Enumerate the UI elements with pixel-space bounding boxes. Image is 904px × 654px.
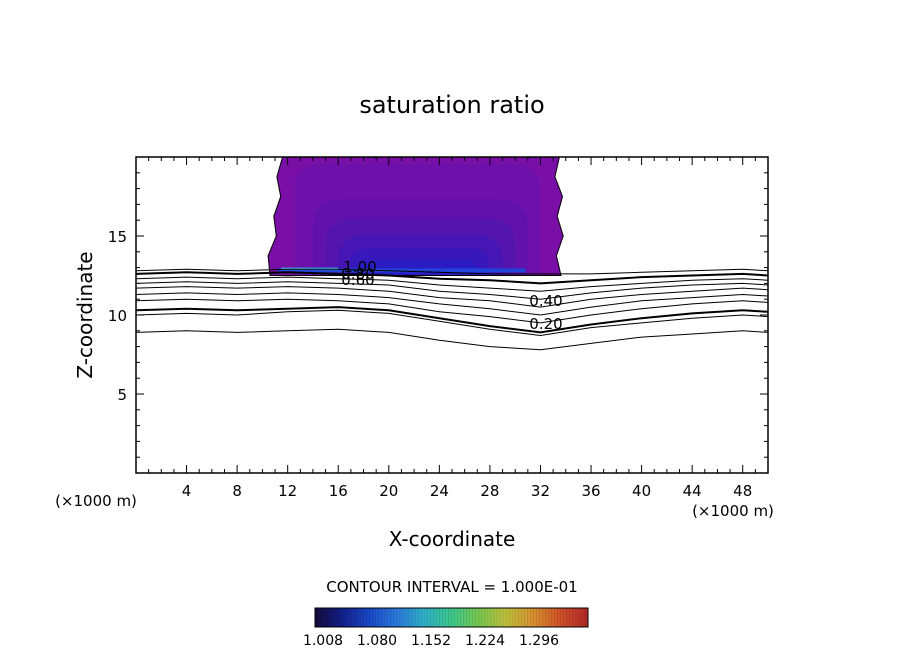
x-tick-label: 40: [632, 482, 651, 500]
y-tick-label: 5: [117, 386, 127, 404]
contour-label-1.00: 1.00: [343, 258, 376, 276]
contour-labels: 1.00 0.80 0.60 0.40 0.20: [341, 258, 562, 333]
y-axis-ticks: 5 10 15: [108, 172, 768, 458]
x-tick-label: 44: [683, 482, 702, 500]
contour-label-0.60: 0.60: [341, 271, 374, 289]
cloud-region: [267, 157, 564, 276]
contour-line-0.50: [136, 292, 768, 316]
colorbar-tick: 1.296: [519, 633, 559, 649]
chart-title: saturation ratio: [359, 91, 544, 119]
x-tick-label: 48: [733, 482, 752, 500]
x-tick-label: 28: [480, 482, 499, 500]
y-tick-label: 15: [108, 228, 127, 246]
x-tick-label: 16: [329, 482, 348, 500]
contour-line-1.00: [136, 268, 768, 275]
x-unit-right: (×1000 m): [692, 502, 774, 520]
x-axis-label: X-coordinate: [389, 527, 516, 551]
contour-line-0.20: [136, 309, 768, 337]
x-tick-label: 4: [182, 482, 192, 500]
x-axis-ticks: 4 8 12 16 20 24 28 32 36 40 44 48: [148, 157, 756, 500]
plot-area: [136, 157, 768, 351]
colorbar-tick: 1.080: [357, 633, 397, 649]
colorbar-tick: 1.152: [411, 633, 451, 649]
x-tick-label: 12: [278, 482, 297, 500]
contour-interval-label: CONTOUR INTERVAL = 1.000E-01: [326, 578, 577, 596]
contour-label-0.40: 0.40: [529, 292, 562, 310]
contour-label-0.20: 0.20: [529, 315, 562, 333]
x-tick-label: 36: [581, 482, 600, 500]
x-tick-label: 32: [531, 482, 550, 500]
x-tick-label: 8: [232, 482, 242, 500]
contour-line-0.10: [136, 328, 768, 351]
contour-label-0.80: 0.80: [341, 265, 374, 283]
colorbar-tick-labels: 1.008 1.080 1.152 1.224 1.296: [303, 608, 586, 649]
contour-line-0.40: [136, 298, 768, 324]
contour-lines: [136, 268, 768, 351]
x-tick-label: 24: [430, 482, 449, 500]
y-axis-label: Z-coordinate: [73, 251, 97, 378]
contour-line-0.30: [136, 306, 768, 334]
y-tick-label: 10: [108, 307, 127, 325]
colorbar-tick: 1.224: [465, 633, 505, 649]
contour-line-0.80: [136, 276, 768, 292]
contour-line-0.70: [136, 281, 768, 300]
contour-line-0.90: [136, 271, 768, 285]
x-tick-label: 20: [379, 482, 398, 500]
colorbar-tick: 1.008: [303, 633, 343, 649]
cloud-base-band: [277, 268, 526, 273]
x-unit-left: (×1000 m): [55, 492, 137, 510]
contour-line-0.60: [136, 286, 768, 308]
colorbar: [314, 607, 589, 628]
